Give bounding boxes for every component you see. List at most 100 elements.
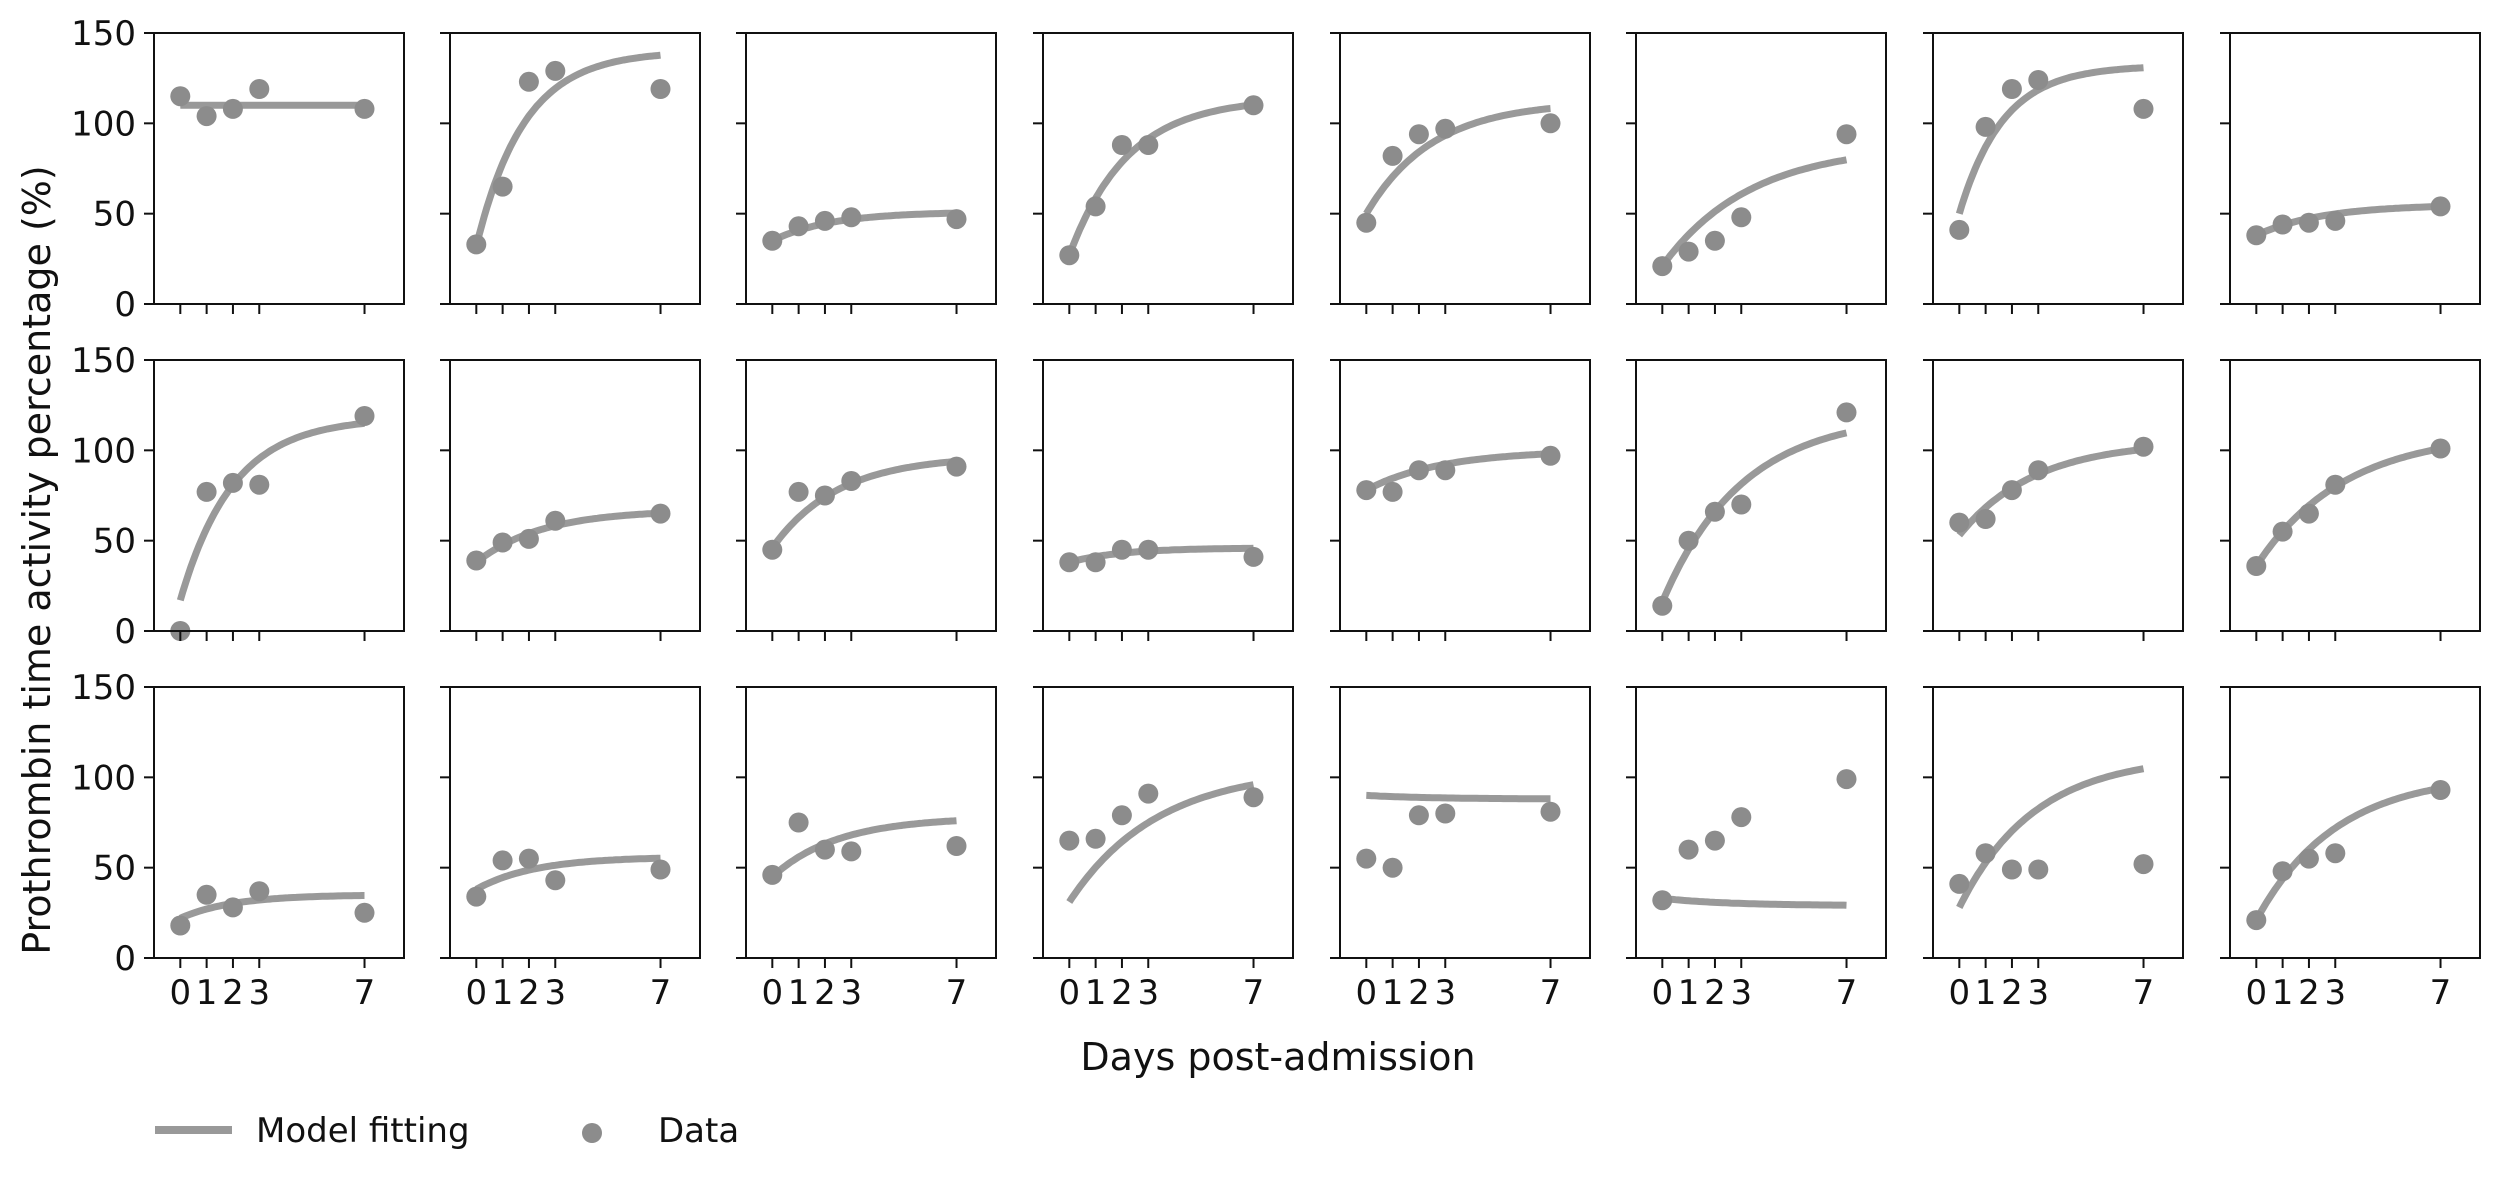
- data-point: [1975, 509, 1996, 529]
- panel-frame: [153, 359, 405, 632]
- panel-9: 0 50 100 150: [71, 341, 405, 652]
- panel-3: [736, 32, 997, 314]
- x-tick-label: 7: [2133, 973, 2155, 1013]
- panel-15: [1923, 359, 2184, 641]
- data-point: [2028, 859, 2049, 880]
- model-fit-line: [1066, 781, 1255, 904]
- data-point: [466, 886, 487, 907]
- x-tick-label: 0: [2245, 973, 2267, 1013]
- y-tick-label: 0: [114, 285, 136, 325]
- y-tick-label: 100: [71, 431, 136, 471]
- x-tick-label: 7: [354, 973, 376, 1013]
- data-point: [545, 510, 566, 531]
- data-point: [1408, 124, 1429, 145]
- data-point: [249, 881, 270, 902]
- y-tick-label: 150: [71, 14, 136, 54]
- data-point: [2028, 460, 2049, 481]
- data-point: [1138, 539, 1159, 560]
- model-fit-line: [1955, 64, 2144, 215]
- data-point: [1059, 245, 1080, 266]
- x-tick-label: 2: [2298, 973, 2320, 1013]
- y-tick-label: 150: [71, 341, 136, 381]
- data-point: [492, 850, 513, 871]
- panel-4: [1033, 32, 1294, 314]
- panel-1: 0 50 100 150: [71, 14, 405, 325]
- panel-frame: [2229, 359, 2481, 632]
- data-point: [650, 503, 671, 524]
- panel-12: [1033, 359, 1294, 641]
- x-tick-label: 2: [1704, 973, 1726, 1013]
- data-point: [249, 79, 270, 99]
- data-point: [1085, 196, 1106, 217]
- model-fit-line: [1363, 105, 1551, 216]
- panel-frame: [1042, 686, 1294, 959]
- model-fit-line: [176, 419, 365, 602]
- panel-6: [1626, 32, 1887, 314]
- data-point: [1652, 256, 1673, 277]
- x-tick-label: 7: [946, 973, 968, 1013]
- data-point: [2246, 225, 2267, 246]
- panel-8: [2220, 32, 2481, 314]
- model-fit-line: [1366, 791, 1551, 803]
- data-point: [1382, 145, 1403, 166]
- data-point: [762, 864, 783, 885]
- data-point: [650, 79, 671, 99]
- panel-7: [1923, 32, 2184, 314]
- data-point: [1949, 219, 1970, 240]
- data-point: [1836, 769, 1857, 790]
- data-point: [1836, 402, 1857, 423]
- data-point: [1949, 512, 1970, 533]
- data-point: [1085, 828, 1106, 849]
- data-point: [2028, 70, 2049, 90]
- data-point: [1059, 830, 1080, 851]
- x-tick-label: 3: [2027, 973, 2049, 1013]
- panel-11: [736, 359, 997, 641]
- x-tick-label: 0: [1355, 973, 1377, 1013]
- panel-frame: [2229, 686, 2481, 959]
- data-point: [1704, 830, 1725, 851]
- model-fit-line: [1956, 445, 2144, 538]
- data-point: [170, 915, 191, 936]
- data-point: [466, 550, 487, 571]
- data-point: [1111, 805, 1132, 826]
- panel-frame: [1339, 686, 1591, 959]
- data-point: [545, 60, 566, 81]
- data-point: [650, 859, 671, 880]
- data-point: [1111, 539, 1132, 560]
- legend-label-data: Data: [658, 1111, 739, 1151]
- model-fit-line: [178, 892, 365, 922]
- legend-data-swatch: [582, 1123, 602, 1143]
- data-point: [1059, 552, 1080, 573]
- x-tick-label: 1: [1678, 973, 1700, 1013]
- data-point: [946, 456, 967, 477]
- data-point: [2246, 556, 2267, 576]
- data-point: [2325, 474, 2346, 495]
- data-point: [2133, 854, 2154, 875]
- x-tick-label: 1: [788, 973, 810, 1013]
- data-point: [222, 98, 243, 119]
- data-point: [762, 539, 783, 560]
- x-tick-label: 3: [248, 973, 270, 1013]
- data-point: [1540, 445, 1561, 466]
- data-point: [2001, 79, 2022, 99]
- data-point: [170, 86, 191, 107]
- data-point: [466, 234, 487, 255]
- panel-frame: [1932, 686, 2184, 959]
- data-point: [2325, 210, 2346, 231]
- y-tick-label: 0: [114, 939, 136, 979]
- model-fit-line: [1659, 429, 1848, 604]
- y-tick-label: 100: [71, 758, 136, 798]
- panel-frame: [1635, 32, 1887, 305]
- data-point: [1704, 501, 1725, 522]
- data-point: [518, 848, 539, 869]
- data-point: [2430, 196, 2451, 217]
- panel-2: [440, 32, 701, 314]
- panel-frame: [1042, 359, 1294, 632]
- model-fit-line: [1956, 765, 2145, 909]
- data-point: [1111, 135, 1132, 155]
- y-tick-label: 100: [71, 104, 136, 144]
- y-tick-label: 0: [114, 612, 136, 652]
- x-tick-label: 1: [1382, 973, 1404, 1013]
